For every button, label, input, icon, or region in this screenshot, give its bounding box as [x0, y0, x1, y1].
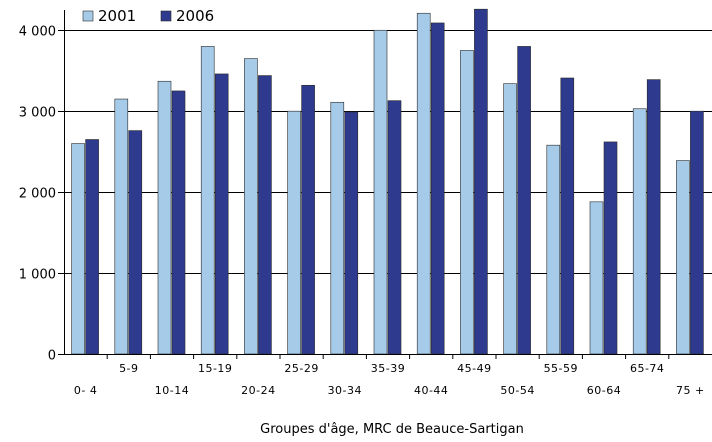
- bar-2001-15-19: [200, 46, 215, 355]
- bar-2006-75+: [690, 110, 704, 355]
- x-tick-label: 25-29: [284, 362, 318, 375]
- x-tick-label: 10-14: [155, 384, 189, 397]
- y-tick-label: 0: [48, 349, 56, 364]
- y-tick-label: 2 000: [19, 187, 56, 202]
- bar-2001-50-54: [503, 83, 517, 355]
- bar-2001-75+: [676, 160, 690, 355]
- bar-2001-65-74: [632, 108, 647, 355]
- x-tick-label: 30-34: [328, 384, 362, 397]
- bar-2001-5-9: [114, 98, 129, 355]
- x-tick-label: 50-54: [500, 384, 534, 397]
- bar-2006-35-39: [387, 100, 402, 355]
- bar-2006-65-74: [646, 79, 661, 355]
- x-tick-label: 65-74: [630, 362, 664, 375]
- x-tick-label: 15-19: [198, 362, 232, 375]
- legend-swatch-2001: [82, 10, 94, 22]
- legend: 2001 2006: [82, 7, 214, 25]
- x-tick-label: 55-59: [544, 362, 578, 375]
- y-tick-label: 3 000: [19, 106, 56, 121]
- bar-2001-20-24: [244, 58, 258, 355]
- x-tick-label: 20-24: [241, 384, 275, 397]
- bar-2006-50-54: [517, 46, 531, 355]
- bar-2006-40-44: [430, 22, 445, 355]
- bar-2006-25-29: [301, 84, 315, 355]
- x-axis-label: Groupes d'âge, MRC de Beauce-Sartigan: [260, 422, 524, 437]
- legend-label-2006: 2006: [176, 7, 214, 25]
- legend-swatch-2006: [160, 10, 172, 22]
- x-axis: 0- 4 5-9 10-14 15-19 20-24 25-29 30-34 35-39 40-…: [64, 354, 712, 397]
- bar-2001-60-64: [589, 201, 604, 355]
- x-tick-label: 35-39: [371, 362, 405, 375]
- bar-2006-45-49: [474, 8, 488, 355]
- bar-2001-55-59: [546, 144, 561, 355]
- y-axis: 0 1 000 2 000 3 000 4 000: [19, 10, 65, 364]
- bars: [71, 8, 704, 355]
- bar-2006-30-34: [344, 111, 359, 355]
- bar-2001-0-4: [71, 143, 85, 355]
- bar-2006-20-24: [258, 75, 272, 355]
- bar-2006-5-9: [128, 130, 143, 355]
- bar-2006-60-64: [603, 141, 618, 355]
- y-tick-label: 1 000: [19, 268, 56, 283]
- bar-2001-10-14: [157, 80, 172, 355]
- x-tick-label: 5-9: [119, 362, 138, 375]
- x-tick-label: 60-64: [587, 384, 621, 397]
- bar-2001-40-44: [416, 12, 431, 355]
- bar-2006-15-19: [214, 73, 229, 355]
- bar-2006-0-4: [85, 139, 99, 355]
- x-tick-label: 40-44: [414, 384, 448, 397]
- bar-2006-55-59: [560, 77, 575, 355]
- bar-2001-35-39: [373, 29, 388, 355]
- legend-label-2001: 2001: [98, 7, 136, 25]
- x-tick-label: 75 +: [676, 384, 705, 397]
- x-tick-label: 45-49: [457, 362, 491, 375]
- bar-2001-45-49: [460, 50, 474, 355]
- bar-2001-25-29: [287, 110, 301, 355]
- bar-2006-10-14: [171, 90, 186, 355]
- bar-2001-30-34: [330, 101, 345, 355]
- y-tick-label: 4 000: [19, 25, 56, 40]
- x-tick-label: 0- 4: [74, 384, 97, 397]
